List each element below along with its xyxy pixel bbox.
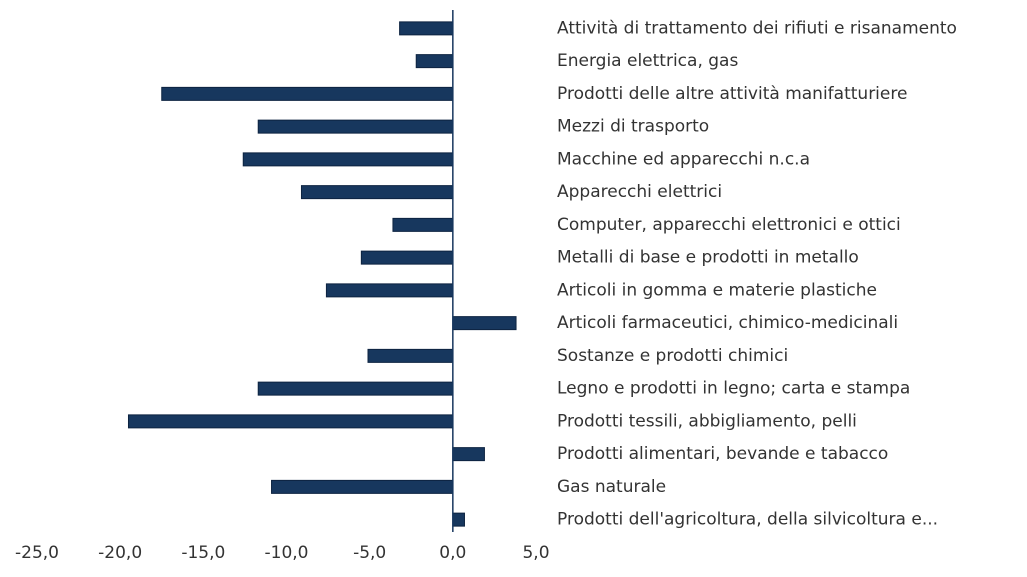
bar bbox=[392, 217, 454, 232]
bar bbox=[452, 512, 465, 527]
x-tick-label: 0,0 bbox=[439, 543, 466, 563]
bar bbox=[415, 54, 454, 69]
bar bbox=[127, 414, 454, 429]
x-tick-label: -25,0 bbox=[15, 543, 59, 563]
bar bbox=[257, 381, 454, 396]
bar bbox=[300, 185, 454, 200]
category-label: Attività di trattamento dei rifiuti e ri… bbox=[557, 18, 957, 38]
bar bbox=[271, 479, 454, 494]
x-tick-label: -5,0 bbox=[353, 543, 386, 563]
category-label: Metalli di base e prodotti in metallo bbox=[557, 248, 859, 268]
category-label: Apparecchi elettrici bbox=[557, 182, 722, 202]
category-label: Prodotti alimentari, bevande e tabacco bbox=[557, 444, 888, 464]
bar bbox=[325, 283, 454, 298]
x-tick-label: -20,0 bbox=[98, 543, 142, 563]
category-label: Macchine ed apparecchi n.c.a bbox=[557, 149, 810, 169]
bar bbox=[367, 348, 454, 363]
category-label: Prodotti dell'agricoltura, della silvico… bbox=[557, 510, 938, 530]
bar bbox=[360, 250, 454, 265]
bar bbox=[452, 447, 485, 462]
category-label: Energia elettrica, gas bbox=[557, 51, 738, 71]
x-tick-label: -15,0 bbox=[181, 543, 225, 563]
category-label: Computer, apparecchi elettronici e ottic… bbox=[557, 215, 901, 235]
category-label: Mezzi di trasporto bbox=[557, 117, 709, 137]
category-label: Prodotti delle altre attività manifattur… bbox=[557, 84, 907, 104]
category-label: Sostanze e prodotti chimici bbox=[557, 346, 788, 366]
bar bbox=[452, 316, 517, 331]
category-label: Legno e prodotti in legno; carta e stamp… bbox=[557, 379, 910, 399]
category-label: Articoli in gomma e materie plastiche bbox=[557, 280, 877, 300]
x-tick-label: 5,0 bbox=[522, 543, 549, 563]
bar bbox=[257, 119, 454, 134]
bar bbox=[242, 152, 454, 167]
bar bbox=[161, 86, 454, 101]
x-tick-label: -10,0 bbox=[265, 543, 309, 563]
category-label: Articoli farmaceutici, chimico-medicinal… bbox=[557, 313, 898, 333]
bar bbox=[399, 21, 454, 36]
category-label: Prodotti tessili, abbigliamento, pelli bbox=[557, 411, 857, 431]
category-label: Gas naturale bbox=[557, 477, 666, 497]
